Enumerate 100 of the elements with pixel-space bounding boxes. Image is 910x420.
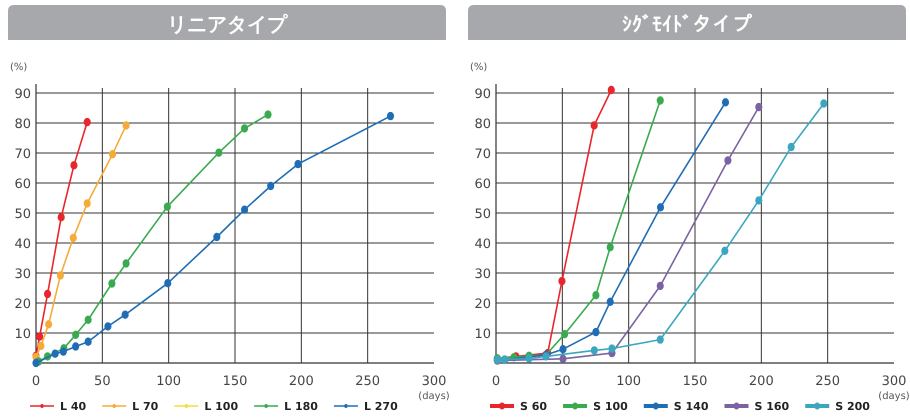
point [820,99,828,108]
chart-title: ｼｸﾞﾓｲﾄﾞタイプ [622,12,753,36]
point [240,206,248,214]
legend-label: L 100 [204,400,238,413]
point [606,298,614,306]
point [755,196,762,205]
point [56,271,64,280]
y-tick-label: 90 [14,87,31,102]
x-axis-title: (days) [418,391,450,402]
point [721,246,728,255]
point [656,203,664,212]
point [788,142,795,152]
point [104,322,112,331]
x-tick-label: 0 [32,374,40,389]
y-tick-label: 40 [474,237,491,252]
y-tick-label: 90 [474,87,491,102]
point [755,102,762,112]
point [608,344,616,353]
point [84,199,91,208]
y-tick-label: 30 [474,267,491,282]
point [84,338,92,346]
point [45,320,52,328]
x-tick-label: 0 [492,374,500,389]
point [656,96,664,105]
point [525,354,533,363]
y-tick-label: 50 [474,207,491,222]
x-tick-label: 250 [815,374,840,389]
point [32,358,40,368]
legend-label: S 60 [520,400,548,413]
point [294,160,302,168]
x-tick-label: 150 [682,374,708,389]
x-tick-label: 300 [422,374,446,389]
point [52,350,59,358]
x-tick-label: 200 [748,374,774,389]
y-tick-label: 10 [14,327,31,342]
chart-title: リニアタイプ [167,12,288,36]
point [44,290,52,298]
point [608,86,615,94]
legend-label: L 40 [60,400,86,413]
y-axis-title: (%) [10,62,28,73]
x-tick-label: 200 [288,374,314,389]
point [558,276,566,286]
point [590,346,598,355]
point [559,345,567,354]
point [264,110,272,119]
y-tick-label: 30 [14,267,31,282]
y-tick-label: 50 [14,207,31,222]
point [108,150,116,158]
point [122,121,130,130]
point [724,156,732,165]
point [606,243,614,252]
x-tick-label: 300 [882,374,906,389]
y-tick-label: 10 [474,327,491,342]
point [122,259,130,268]
y-tick-label: 60 [14,177,31,192]
point [108,279,116,288]
legend-label: S 160 [754,400,790,413]
y-tick-label: 80 [474,117,491,132]
point [656,282,664,290]
legend-label: L 180 [284,400,318,413]
point [84,118,91,126]
y-tick-label: 20 [14,297,31,312]
x-tick-label: 100 [156,374,182,389]
point [386,112,394,120]
point [164,202,171,211]
point [70,234,77,242]
point [590,121,598,130]
point [122,310,129,319]
y-axis-title: (%) [470,62,488,73]
legend-label: S 200 [835,400,870,413]
point [215,148,222,157]
x-tick-label: 250 [355,374,380,389]
legend-label: L 70 [132,400,159,413]
legend-label: S 140 [674,400,709,413]
y-tick-label: 70 [474,147,491,162]
y-tick-label: 70 [14,147,31,162]
point [164,279,172,288]
legend-label: L 270 [364,400,398,413]
y-tick-label: 20 [474,297,491,312]
point [559,354,567,363]
point [267,182,274,190]
point [561,330,568,338]
point [656,335,664,344]
point [58,213,65,222]
point [213,232,220,242]
point [722,98,730,106]
point [72,330,80,339]
y-tick-label: 80 [14,117,31,132]
point [240,124,248,133]
point [592,291,600,300]
point [36,332,44,341]
point [84,316,92,324]
point [592,328,600,336]
point [37,342,44,350]
y-tick-label: 40 [14,237,31,252]
point [60,347,67,356]
x-tick-label: 50 [554,374,571,389]
legend-label: S 100 [593,400,628,413]
point [72,342,80,351]
y-tick-label: 60 [474,177,491,192]
